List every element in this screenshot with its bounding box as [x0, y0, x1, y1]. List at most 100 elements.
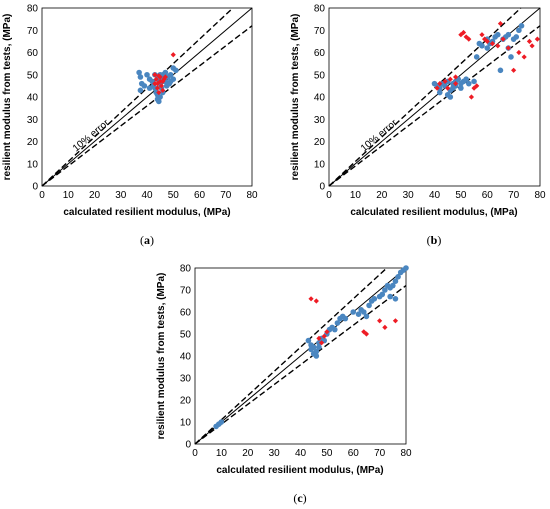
data-point-blue	[505, 31, 512, 38]
data-point-red	[437, 81, 443, 87]
data-point-blue	[313, 353, 320, 359]
data-point-blue	[465, 80, 472, 87]
error-bound-line	[194, 285, 407, 445]
data-point-red	[468, 94, 475, 100]
data-point-blue	[497, 67, 504, 74]
data-point-blue	[484, 45, 491, 51]
error-bound-line	[41, 7, 234, 187]
data-point-blue	[361, 309, 367, 315]
data-point-blue	[342, 315, 349, 322]
data-point-red	[489, 41, 496, 47]
data-point-red	[482, 36, 488, 42]
data-point-red	[152, 81, 158, 87]
data-point-red	[526, 38, 533, 44]
equality-line	[194, 267, 407, 445]
panel-caption: (a)	[140, 233, 154, 247]
caption-open: (	[140, 233, 144, 247]
x-tick-label: 10	[216, 448, 228, 459]
data-point-red	[170, 52, 176, 58]
data-point-red	[511, 67, 517, 73]
chart-panel-a: 0 10 20 30 40 50 60 70 80 0 10 20 30 40 50 60 70 80 10% e…	[2, 4, 258, 248]
data-point-blue	[173, 67, 179, 74]
data-point-blue	[170, 76, 177, 82]
panel-caption: (c)	[293, 491, 306, 505]
data-point-red	[466, 36, 472, 42]
caption-letter: c	[297, 491, 303, 505]
error-bound-line	[328, 25, 541, 187]
data-point-red	[500, 36, 506, 42]
error-bound-line	[194, 267, 388, 445]
y-tick-label: 60	[27, 48, 39, 59]
y-tick-label: 60	[314, 48, 326, 59]
x-tick-label: 40	[429, 190, 441, 201]
x-tick-label: 60	[348, 448, 360, 459]
chart-panel-c: 0 10 20 30 40 50 60 70 80 0 10 20 30 40 50 60 70 80 calcu…	[156, 264, 412, 506]
data-point-red	[453, 81, 459, 87]
data-point-red	[460, 29, 467, 36]
data-point-blue	[403, 265, 409, 271]
data-point-blue	[316, 344, 322, 351]
y-tick-label: 50	[27, 70, 39, 81]
data-point-blue	[331, 326, 338, 333]
tick-labels: 0 10 20 30 40 50 60 70 80 0 10 20 30 40 50 60 70 80	[27, 4, 258, 202]
equality-line	[41, 7, 253, 187]
data-point-blue	[518, 23, 525, 29]
data-point-red	[521, 54, 527, 60]
data-point-blue	[218, 419, 225, 425]
y-tick-label: 50	[180, 330, 192, 341]
y-tick-label: 30	[314, 115, 326, 126]
y-tick-label: 10	[314, 159, 326, 170]
plot-area	[328, 7, 541, 187]
x-tick-label: 0	[192, 448, 198, 459]
y-tick-label: 40	[27, 93, 39, 104]
x-tick-label: 80	[534, 190, 546, 201]
data-point-red	[316, 335, 322, 341]
x-axis-title: calculated resilient modulus, (MPa)	[63, 207, 230, 218]
data-point-red	[361, 329, 367, 335]
caption-letter: b	[431, 233, 438, 247]
data-point-blue	[508, 54, 514, 60]
x-axis-title: calculated resilient modulus, (MPa)	[350, 207, 517, 218]
data-point-blue	[371, 296, 378, 302]
y-tick-label: 80	[314, 4, 326, 15]
data-point-blue	[137, 87, 144, 94]
data-point-blue	[392, 296, 399, 302]
y-axis-title: resilient modulus from tests, (MPa)	[156, 273, 167, 440]
data-point-red	[156, 89, 162, 96]
data-point-blue	[436, 85, 443, 91]
y-tick-label: 70	[180, 286, 192, 297]
data-point-blue	[334, 320, 341, 326]
x-tick-label: 20	[242, 448, 254, 459]
chart-panel-b: 0 10 20 30 40 50 60 70 80 0 10 20 30 40 50 60 70 80 10% e…	[290, 4, 546, 248]
x-axis-title: calculated resilient modulus, (MPa)	[216, 465, 383, 476]
error-annotation: 10% error	[71, 117, 112, 154]
data-point-blue	[363, 313, 370, 320]
x-tick-label: 70	[220, 190, 232, 201]
data-point-red	[158, 83, 165, 89]
data-point-red	[319, 340, 325, 346]
x-tick-label: 60	[194, 190, 206, 201]
x-tick-label: 20	[89, 190, 101, 201]
data-point-red	[445, 85, 451, 91]
data-point-blue	[310, 344, 317, 351]
caption-close: )	[150, 233, 154, 247]
data-point-blue	[516, 27, 522, 34]
data-point-red	[516, 49, 522, 56]
data-point-red	[434, 85, 440, 91]
data-point-blue	[382, 287, 388, 293]
x-tick-label: 0	[39, 190, 45, 201]
data-point-blue	[141, 83, 148, 89]
data-point-red	[382, 324, 388, 330]
y-axis-title: resilient modulus from tests, (MPa)	[2, 14, 13, 181]
data-point-blue	[313, 348, 320, 355]
data-point-blue	[395, 274, 401, 280]
x-tick-label: 10	[63, 190, 75, 201]
y-tick-label: 10	[180, 418, 192, 429]
x-tick-label: 40	[295, 448, 307, 459]
data-series	[136, 52, 179, 105]
caption-letter: a	[144, 233, 150, 247]
data-point-red	[479, 32, 485, 38]
y-tick-label: 40	[180, 352, 192, 363]
data-series	[431, 20, 540, 100]
